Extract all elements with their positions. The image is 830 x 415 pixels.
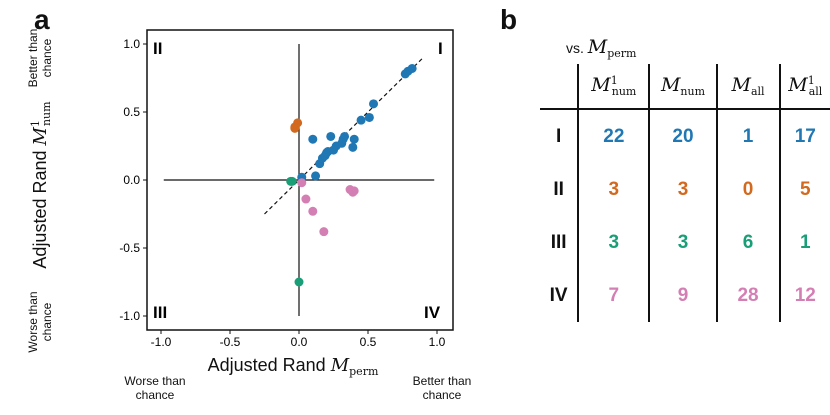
scatter-point-blue — [338, 134, 348, 144]
y-tick-label: -1.0 — [119, 309, 140, 323]
row-label-I: I — [556, 125, 562, 147]
scatter-point-blue — [311, 171, 321, 181]
table-cell: 3 — [577, 163, 650, 216]
scatter-point-blue — [326, 131, 336, 141]
y-tick-label: 1.0 — [123, 37, 140, 51]
scatter-point-blue — [349, 134, 359, 144]
table-cell: 9 — [648, 269, 717, 322]
table-cell: 22 — [577, 109, 650, 163]
table-cell: 20 — [648, 109, 717, 163]
col-header-m-num-1: M1num — [577, 64, 650, 110]
table-cell: 6 — [715, 216, 780, 269]
scatter-point-green — [294, 277, 304, 287]
scatter-point-blue — [369, 99, 379, 109]
scatter-point-blue — [308, 134, 318, 144]
scatter-point-blue — [407, 63, 417, 73]
table-cell: 0 — [715, 163, 780, 216]
x-axis-label: Adjusted Rand Mperm — [173, 355, 413, 378]
y-tick-label: 0.5 — [123, 105, 140, 119]
y-tick-label: -0.5 — [119, 241, 140, 255]
vs-text: vs. — [566, 40, 584, 56]
diagonal-reference-line — [264, 57, 424, 215]
table-cell: 12 — [778, 269, 830, 322]
scatter-point-pink — [301, 194, 311, 204]
col-header-m-all-1: M1all — [778, 64, 830, 110]
scatter-point-pink — [308, 206, 318, 216]
panel-a-label: a — [34, 4, 50, 35]
x-tick-label: 0.0 — [291, 335, 308, 349]
scatter-point-orange — [290, 122, 300, 132]
table-cell: 28 — [715, 269, 780, 322]
corner-cell — [540, 64, 579, 110]
x-tick-label: -0.5 — [220, 335, 241, 349]
worse-than-chance-x: Worse than chance — [124, 374, 186, 402]
table-header-row: M1num Mnum Mall M1all — [540, 64, 830, 110]
table-cell: 3 — [648, 163, 717, 216]
table-cell: 3 — [577, 216, 650, 269]
table-cell: 1 — [715, 109, 780, 163]
scatter-point-pink — [319, 227, 329, 237]
scatter-point-blue — [322, 148, 332, 158]
y-tick-label: 0.0 — [123, 173, 140, 187]
x-tick-label: -1.0 — [151, 335, 172, 349]
x-axis-label-text: Adjusted Rand — [207, 355, 326, 375]
table-row: II 3 3 0 5 — [540, 163, 830, 216]
scatter-point-blue — [329, 145, 338, 155]
scatter-point-blue — [356, 115, 366, 125]
quadrant-label-I: I — [438, 39, 443, 58]
table-cell: 17 — [778, 109, 830, 163]
col-header-m-all: Mall — [715, 64, 780, 110]
row-label-III: III — [550, 231, 567, 253]
x-tick-label: 1.0 — [429, 335, 446, 349]
table-row: I 22 20 1 17 — [540, 109, 830, 163]
panel-b-label: b — [500, 4, 518, 35]
scatter-point-pink — [348, 187, 358, 197]
table-row: III 3 3 6 1 — [540, 216, 830, 269]
quadrant-label-III: III — [153, 303, 167, 322]
quadrant-label-II: II — [153, 39, 162, 58]
table-cell: 7 — [577, 269, 650, 322]
quadrant-label-IV: IV — [424, 303, 441, 322]
scatter-point-blue — [364, 112, 374, 122]
table-cell: 1 — [778, 216, 830, 269]
scatter-point-pink — [297, 178, 307, 188]
table-row: IV 7 9 28 12 — [540, 269, 830, 322]
x-tick-label: 0.5 — [360, 335, 377, 349]
vs-symbol: Mperm — [587, 36, 637, 60]
row-label-IV: IV — [549, 284, 568, 306]
x-axis-symbol: Mperm — [330, 355, 379, 378]
row-label-II: II — [553, 178, 564, 200]
vs-label: vs. Mperm — [566, 36, 637, 60]
better-than-chance-x: Better than chance — [412, 374, 472, 402]
comparison-table: M1num Mnum Mall M1all I 22 20 1 17 II 3 … — [540, 64, 830, 322]
scatter-point-green — [287, 176, 297, 186]
col-header-m-num: Mnum — [648, 64, 717, 110]
table-cell: 3 — [648, 216, 717, 269]
scatter-point-blue — [348, 142, 358, 152]
table-cell: 5 — [778, 163, 830, 216]
